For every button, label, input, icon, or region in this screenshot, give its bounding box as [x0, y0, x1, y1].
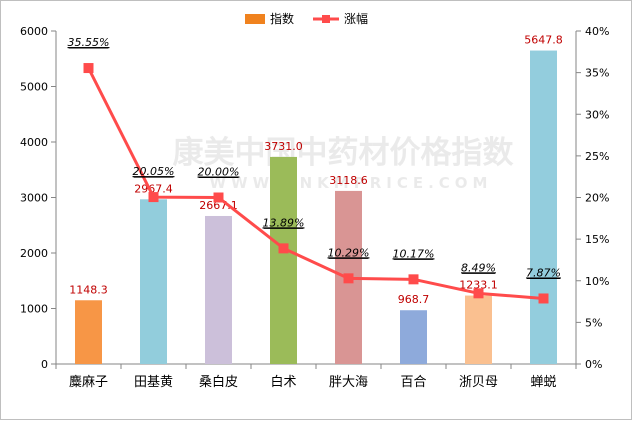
- x-axis-category-label: 胖大海: [329, 375, 368, 390]
- line-marker: [538, 293, 549, 304]
- line-value-label: 20.00%: [198, 166, 240, 179]
- right-axis-tick-label: 15%: [585, 233, 609, 246]
- bar-value-label: 5647.8: [524, 34, 563, 47]
- line-value-label: 13.89%: [263, 216, 305, 229]
- legend-label-change: 涨幅: [344, 11, 368, 26]
- line-value-label: 10.29%: [328, 246, 370, 259]
- x-axis-category-label: 百合: [400, 375, 426, 390]
- line-marker: [278, 243, 289, 254]
- line-marker: [83, 63, 94, 74]
- x-axis-labels: 麋麻子 田基黄 桑白皮 白术 胖大海 百合 浙贝母 蝉蜕: [69, 374, 557, 390]
- line-series: [83, 63, 549, 304]
- x-axis-category-label: 麋麻子: [69, 374, 108, 390]
- x-axis-category-label: 浙贝母: [459, 375, 498, 390]
- right-axis-tick-label: 25%: [585, 150, 609, 163]
- right-axis-tick-label: 5%: [585, 316, 602, 329]
- watermark-text: 康美中国中药材价格指数: [173, 135, 514, 171]
- left-axis-tick-label: 0: [41, 358, 48, 371]
- right-axis-tick-label: 30%: [585, 108, 609, 121]
- line-path: [87, 67, 544, 300]
- line-value-label: 7.87%: [526, 266, 561, 279]
- line-value-labels: 35.55% 20.05% 20.00% 13.89% 10.29% 10.17% 8.49…: [68, 36, 561, 279]
- line-value-label: 35.55%: [68, 36, 110, 49]
- bar-value-label: 3118.6: [329, 174, 368, 187]
- line-marker: [343, 273, 354, 284]
- bar: [270, 156, 297, 364]
- bar: [530, 50, 557, 365]
- right-axis-tick-label: 20%: [585, 192, 609, 205]
- line-marker: [213, 192, 224, 203]
- left-axis-tick-label: 3000: [20, 192, 48, 205]
- bar-series: [75, 50, 557, 365]
- legend-label-index: 指数: [270, 11, 294, 26]
- chart-legend: 指数 涨幅: [245, 11, 368, 26]
- left-axis-tick-label: 2000: [20, 247, 48, 260]
- line-value-label: 20.05%: [133, 165, 175, 178]
- bar-value-label: 3731.0: [264, 140, 303, 153]
- x-axis-category-label: 桑白皮: [199, 374, 238, 390]
- right-axis-tick-label: 35%: [585, 67, 609, 80]
- right-axis-tick-label: 10%: [585, 275, 609, 288]
- line-value-label: 8.49%: [461, 261, 496, 274]
- bar: [140, 199, 167, 364]
- left-axis-tick-label: 1000: [20, 303, 48, 316]
- left-axis-tick-label: 6000: [20, 25, 48, 38]
- bar-value-labels: 1148.3 2967.4 2667.1 3731.0 3118.6 968.7 1233.…: [69, 34, 563, 307]
- bar: [465, 295, 492, 364]
- bar-value-label: 1233.1: [459, 279, 498, 292]
- right-axis-tick-label: 0%: [585, 358, 602, 371]
- bar-value-label: 2967.4: [134, 182, 173, 195]
- bar-value-label: 2667.1: [199, 199, 238, 212]
- line-marker: [473, 288, 484, 299]
- legend-swatch-index: [245, 14, 265, 24]
- bar: [205, 215, 232, 364]
- bar-value-label: 968.7: [398, 293, 430, 306]
- bar: [400, 310, 427, 364]
- left-axis-tick-label: 5000: [20, 81, 48, 94]
- x-axis-category-label: 蝉蜕: [530, 375, 556, 390]
- x-axis-category-label: 田基黄: [134, 375, 173, 390]
- line-value-label: 10.17%: [393, 247, 435, 260]
- line-marker: [148, 192, 159, 203]
- legend-marker-change: [322, 15, 330, 23]
- left-axis-tick-label: 4000: [20, 136, 48, 149]
- x-axis-category-label: 白术: [270, 374, 296, 390]
- bar-value-label: 1148.3: [69, 283, 108, 296]
- chart-axes: 0 1000 2000 3000 4000 5000 6000 0% 5% 10% 15% 20% 25…: [20, 25, 609, 371]
- line-marker: [408, 274, 419, 285]
- right-axis-tick-label: 40%: [585, 25, 609, 38]
- bar: [75, 300, 102, 364]
